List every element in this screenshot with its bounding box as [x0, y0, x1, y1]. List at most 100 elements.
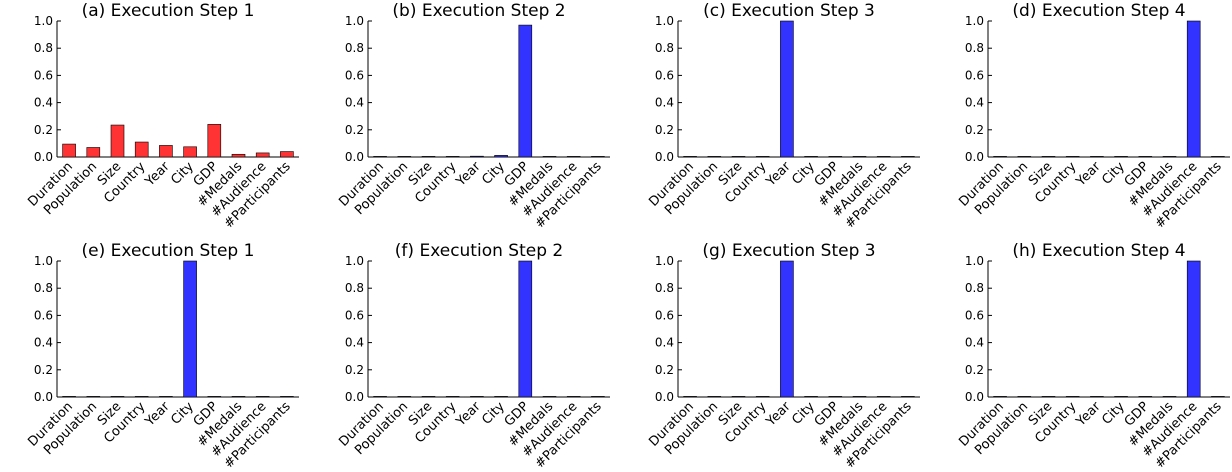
bar-medals	[231, 153, 246, 158]
bar-population	[86, 396, 101, 398]
category-label: Year	[763, 159, 794, 190]
y-tick-label: 0.6	[34, 68, 53, 82]
y-tick-label: 0.4	[965, 336, 984, 350]
category-label: Year	[1073, 159, 1104, 190]
bar-population	[397, 396, 412, 398]
y-tick-label: 0.8	[655, 41, 674, 55]
y-tick-label: 0.8	[345, 41, 364, 55]
bar-population	[1017, 156, 1032, 158]
bar-participants	[1211, 156, 1225, 158]
bar-audience	[1186, 260, 1201, 398]
bar-size	[110, 396, 125, 398]
y-tick-label: 1.0	[345, 254, 364, 268]
bar-medals	[542, 156, 557, 158]
bar-gdp	[518, 260, 533, 398]
y-tick-label: 0.4	[655, 336, 674, 350]
bar-year	[780, 20, 794, 158]
bar-audience	[1186, 20, 1201, 158]
category-label: City	[168, 399, 197, 428]
bar-country	[134, 396, 149, 398]
bar-size	[1041, 396, 1056, 398]
bar-duration	[62, 396, 76, 398]
category-label: Year	[453, 399, 484, 430]
y-tick-label: 0.8	[655, 281, 674, 295]
panel-e: (e) Execution Step 10.00.20.40.60.81.0Du…	[25, 241, 299, 472]
bar-country	[1065, 396, 1080, 398]
bar-city	[1114, 396, 1128, 398]
bar-gdp	[828, 156, 843, 158]
bar-medals	[852, 396, 867, 398]
bar-audience	[255, 396, 270, 398]
bar-year	[1090, 156, 1104, 158]
y-tick-label: 0.8	[34, 281, 53, 295]
y-tick-label: 0.4	[655, 96, 674, 110]
bar-size	[421, 396, 436, 398]
bar-audience	[876, 156, 891, 158]
bar-gdp	[207, 396, 222, 398]
y-tick-label: 0.2	[34, 363, 53, 377]
bar-audience	[566, 396, 581, 398]
y-tick-label: 0.6	[655, 68, 674, 82]
bar-year	[159, 396, 173, 398]
category-label: City	[168, 159, 197, 188]
panel-title: (g) Execution Step 3	[702, 241, 875, 261]
bar-duration	[62, 143, 76, 158]
category-label: City	[789, 399, 818, 428]
panel-f: (f) Execution Step 20.00.20.40.60.81.0Du…	[336, 241, 610, 472]
bar-city	[494, 396, 508, 398]
y-tick-label: 0.2	[655, 123, 674, 137]
bar-duration	[683, 396, 697, 398]
y-tick-label: 1.0	[965, 254, 984, 268]
y-tick-label: 0.8	[34, 41, 53, 55]
bar-year	[470, 396, 484, 398]
bar-city	[183, 146, 197, 158]
y-tick-label: 0.6	[345, 68, 364, 82]
bar-city	[1114, 156, 1128, 158]
panel-title: (c) Execution Step 3	[703, 1, 875, 21]
y-tick-label: 0.4	[345, 336, 364, 350]
panel-c: (c) Execution Step 30.00.20.40.60.81.0Du…	[646, 1, 920, 232]
y-tick-label: 0.4	[965, 96, 984, 110]
y-tick-label: 0.2	[965, 123, 984, 137]
bar-city	[494, 155, 508, 158]
bar-gdp	[207, 124, 222, 158]
bar-duration	[993, 156, 1007, 158]
bar-country	[445, 156, 460, 158]
bar-population	[397, 156, 412, 158]
panel-g: (g) Execution Step 30.00.20.40.60.81.0Du…	[646, 241, 920, 472]
y-tick-label: 1.0	[345, 14, 364, 28]
bar-duration	[373, 156, 387, 158]
bar-audience	[566, 156, 581, 158]
bar-medals	[231, 396, 246, 398]
y-tick-label: 1.0	[34, 254, 53, 268]
bar-participants	[591, 156, 605, 158]
y-tick-label: 0.2	[345, 123, 364, 137]
y-tick-label: 1.0	[965, 14, 984, 28]
y-tick-label: 0.8	[345, 281, 364, 295]
category-label: City	[479, 399, 508, 428]
bar-size	[1041, 156, 1056, 158]
y-tick-label: 0.8	[965, 281, 984, 295]
y-tick-label: 0.0	[34, 150, 53, 164]
y-tick-label: 1.0	[34, 14, 53, 28]
y-tick-label: 0.0	[34, 390, 53, 404]
bar-city	[804, 396, 818, 398]
bar-participants	[591, 396, 605, 398]
panel-title: (b) Execution Step 2	[392, 1, 565, 21]
category-label: Year	[142, 159, 173, 190]
y-tick-label: 0.0	[965, 390, 984, 404]
bar-year	[470, 155, 484, 158]
panel-title: (d) Execution Step 4	[1012, 1, 1185, 21]
category-label: Year	[453, 159, 484, 190]
category-label: Year	[763, 399, 794, 430]
bar-duration	[683, 156, 697, 158]
y-tick-label: 0.6	[655, 308, 674, 322]
bar-participants	[280, 396, 294, 398]
bar-medals	[1162, 396, 1177, 398]
bar-country	[134, 141, 149, 158]
panel-title: (a) Execution Step 1	[82, 1, 255, 21]
y-tick-label: 0.0	[345, 150, 364, 164]
bar-participants	[280, 151, 294, 158]
y-tick-label: 0.0	[655, 150, 674, 164]
panel-title: (f) Execution Step 2	[395, 241, 563, 261]
